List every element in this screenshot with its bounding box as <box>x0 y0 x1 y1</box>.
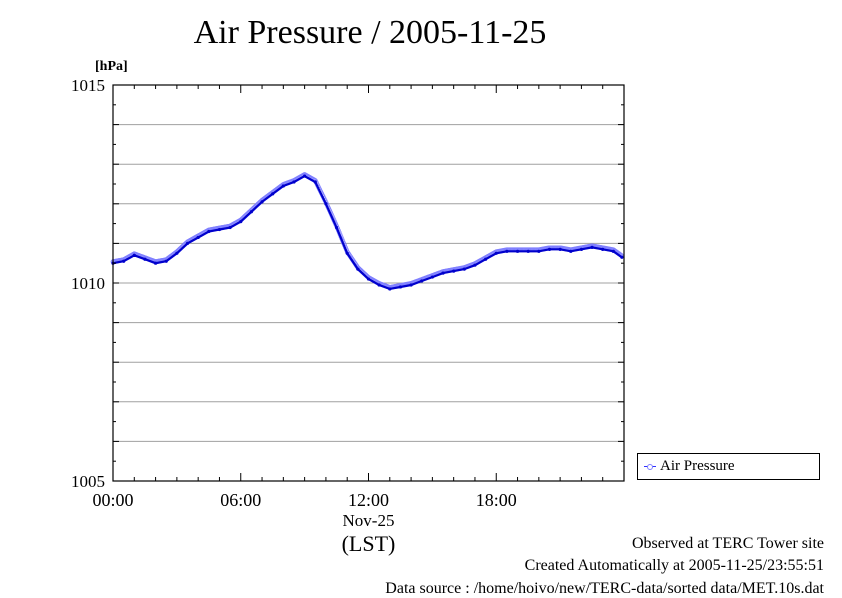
series-point <box>484 257 488 261</box>
series-point <box>356 267 360 271</box>
y-tick-label: 1005 <box>71 472 105 491</box>
series-point <box>537 249 541 253</box>
series-point <box>473 263 477 267</box>
series-point <box>515 249 520 253</box>
x-tick-label: 06:00 <box>220 490 261 510</box>
x-date-label: Nov-25 <box>343 511 395 530</box>
series-point <box>164 259 168 263</box>
footer-created: Created Automatically at 2005-11-25/23:5… <box>524 557 824 574</box>
series-point <box>196 235 200 240</box>
axis-labels: 1005 1010 1015 [hPa] 00:00 06:00 12:00 18:00 Nov… <box>71 59 517 556</box>
legend-label: Air Pressure <box>660 458 735 474</box>
series-point <box>281 184 285 188</box>
series-point <box>505 249 509 253</box>
series-point <box>569 249 573 253</box>
series-point <box>611 249 615 253</box>
legend: Air Pressure <box>637 453 820 480</box>
series-point <box>430 275 434 279</box>
x-tick-label: 00:00 <box>92 490 133 510</box>
series-point <box>398 285 403 289</box>
series-point <box>345 251 349 255</box>
series-point <box>122 259 126 263</box>
series-point <box>547 247 552 251</box>
series-point <box>132 253 136 257</box>
series-point <box>175 251 179 255</box>
series-point <box>590 245 594 249</box>
series-point <box>217 227 222 232</box>
series-point <box>324 202 328 206</box>
y-tick-label: 1010 <box>71 274 105 293</box>
y-tick-label: 1015 <box>71 76 105 95</box>
series-point <box>228 225 232 230</box>
series-point <box>366 277 371 281</box>
series-point <box>260 200 264 204</box>
series-point <box>420 279 424 283</box>
series-point <box>409 283 413 287</box>
series-point <box>271 192 275 196</box>
axis-ticks <box>112 84 625 482</box>
x-tick-label: 18:00 <box>476 490 517 510</box>
series-point <box>388 287 392 291</box>
series-point <box>494 251 498 255</box>
series-point <box>185 241 190 245</box>
footer-source: Data source : /home/hoivo/new/TERC-data/… <box>385 580 824 597</box>
y-axis-label: [hPa] <box>95 59 128 74</box>
series-point <box>620 255 624 259</box>
series-point <box>249 210 253 214</box>
series-point <box>143 257 147 261</box>
series-point <box>462 267 466 271</box>
series-layer <box>110 172 624 291</box>
series-point <box>601 247 605 251</box>
chart-title: Air Pressure / 2005-11-25 <box>193 14 547 51</box>
series-point <box>292 180 296 184</box>
series-point <box>579 247 584 251</box>
series-line <box>112 174 623 291</box>
series-point <box>558 247 562 251</box>
series-point <box>526 249 530 253</box>
grid-lines <box>113 124 624 442</box>
series-point <box>303 174 307 178</box>
series-point <box>334 225 339 230</box>
series-point <box>313 180 317 184</box>
series-point <box>452 269 456 273</box>
footer-observed: Observed at TERC Tower site <box>631 535 824 552</box>
x-tick-label: 12:00 <box>348 490 389 510</box>
series-point <box>377 283 381 287</box>
series-point <box>207 229 211 234</box>
series-point <box>239 220 243 224</box>
x-unit-label: (LST) <box>342 531 396 556</box>
series-point <box>153 261 158 265</box>
legend-swatch <box>644 464 656 470</box>
series-point <box>441 271 445 275</box>
